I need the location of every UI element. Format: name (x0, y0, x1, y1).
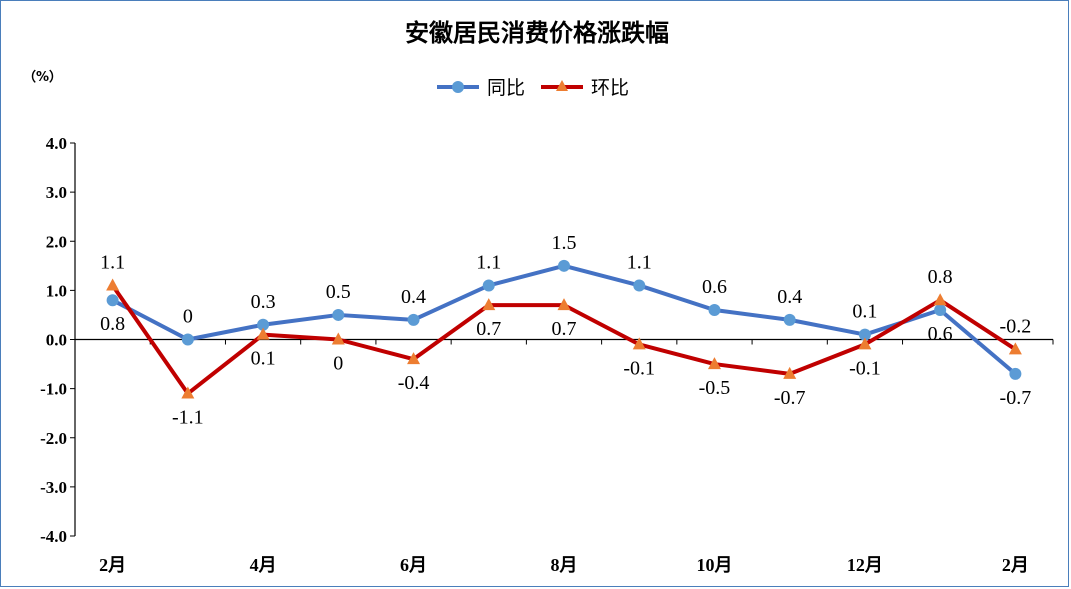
data-label-yoy: 0.8 (100, 313, 125, 335)
data-label-yoy: 0.5 (326, 281, 351, 303)
data-point-mom (858, 337, 872, 350)
legend: 同比 环比 (437, 77, 629, 99)
x-tick-label: 6月 (400, 555, 427, 575)
data-label-yoy: 1.5 (552, 232, 577, 254)
data-point-mom (482, 298, 496, 311)
data-point-mom (331, 332, 345, 345)
x-tick-label: 10月 (696, 555, 732, 575)
data-point-mom (181, 386, 195, 399)
data-label-yoy: 0.6 (702, 276, 727, 298)
y-tick-label: -1.0 (40, 380, 67, 399)
data-label-yoy: 0.4 (401, 286, 426, 308)
y-tick-label: 4.0 (46, 134, 67, 153)
y-tick-label: 2.0 (46, 232, 67, 251)
data-label-mom: 0 (333, 353, 343, 375)
unit-label: （%） (23, 69, 62, 85)
y-tick-label: 3.0 (46, 183, 67, 202)
data-label-mom: -0.1 (849, 357, 881, 379)
data-label-yoy: -0.7 (1000, 387, 1032, 409)
data-point-yoy (332, 308, 345, 321)
data-point-yoy (633, 279, 646, 292)
data-label-yoy: 0.3 (251, 291, 276, 313)
data-point-yoy (558, 259, 570, 272)
data-point-yoy (858, 328, 871, 341)
data-point-yoy (407, 313, 420, 326)
data-label-yoy: 1.1 (627, 251, 652, 273)
data-label-mom: -0.7 (774, 387, 806, 409)
data-label-yoy: 0.6 (928, 323, 953, 345)
data-label-mom: 0.7 (476, 318, 501, 340)
y-tick-label: -4.0 (40, 527, 67, 546)
data-point-yoy (708, 304, 721, 317)
data-point-yoy (783, 313, 796, 326)
data-label-mom: -0.4 (398, 372, 430, 394)
data-point-mom (557, 298, 571, 311)
y-tick-label: -3.0 (40, 478, 67, 497)
data-point-yoy (106, 294, 119, 307)
data-point-mom (407, 352, 421, 365)
data-point-mom (707, 357, 721, 370)
y-tick-label: 0.0 (46, 331, 67, 350)
series-group (106, 259, 1022, 399)
legend-label-mom: 环比 (591, 77, 629, 99)
data-label-mom: 1.1 (100, 251, 125, 273)
data-label-mom: -0.1 (623, 357, 655, 379)
legend-marker-mom (556, 80, 568, 91)
data-point-mom (1008, 342, 1022, 355)
axes: 4.0 3.0 2.0 1.0 0.0 -1.0 -2.0 -3.0 -4.0 2月 4月 6月 8月 1… (40, 134, 1054, 575)
x-tick-label: 4月 (250, 555, 277, 575)
x-tick-label: 2月 (99, 555, 126, 575)
data-point-yoy (181, 333, 194, 346)
data-label-mom: -0.2 (1000, 315, 1032, 337)
data-label-yoy: 0 (183, 306, 193, 328)
legend-label-yoy: 同比 (487, 77, 525, 99)
y-tick-label: -2.0 (40, 429, 67, 448)
data-point-yoy (934, 304, 947, 317)
data-point-mom (106, 278, 120, 291)
data-label-mom: -0.5 (699, 377, 731, 399)
x-tick-label: 2月 (1002, 555, 1029, 575)
data-point-mom (632, 337, 646, 350)
data-label-mom: 0.7 (552, 318, 577, 340)
data-label-mom: -1.1 (172, 407, 204, 429)
data-point-yoy (482, 279, 495, 292)
data-label-mom: 0.8 (928, 266, 953, 288)
data-label-mom: 0.1 (251, 348, 276, 370)
y-tick-label: 1.0 (46, 281, 67, 300)
x-tick-label: 12月 (847, 555, 883, 575)
data-point-mom (783, 366, 797, 379)
legend-marker-yoy (452, 81, 464, 93)
data-point-yoy (1009, 367, 1022, 380)
x-tick-label: 8月 (551, 555, 578, 575)
data-point-yoy (257, 318, 270, 331)
data-labels: 0.8 1.1 0 -1.1 0.3 0.1 0.5 0 0.4 -0.4 1.1 0.7 1.5 0.7… (100, 232, 1031, 429)
data-label-yoy: 0.1 (852, 301, 877, 323)
data-point-mom (256, 327, 270, 340)
data-point-mom (933, 293, 947, 306)
chart-title: 安徽居民消费价格涨跌幅 (405, 18, 669, 47)
data-label-yoy: 1.1 (476, 251, 501, 273)
data-label-yoy: 0.4 (777, 286, 802, 308)
